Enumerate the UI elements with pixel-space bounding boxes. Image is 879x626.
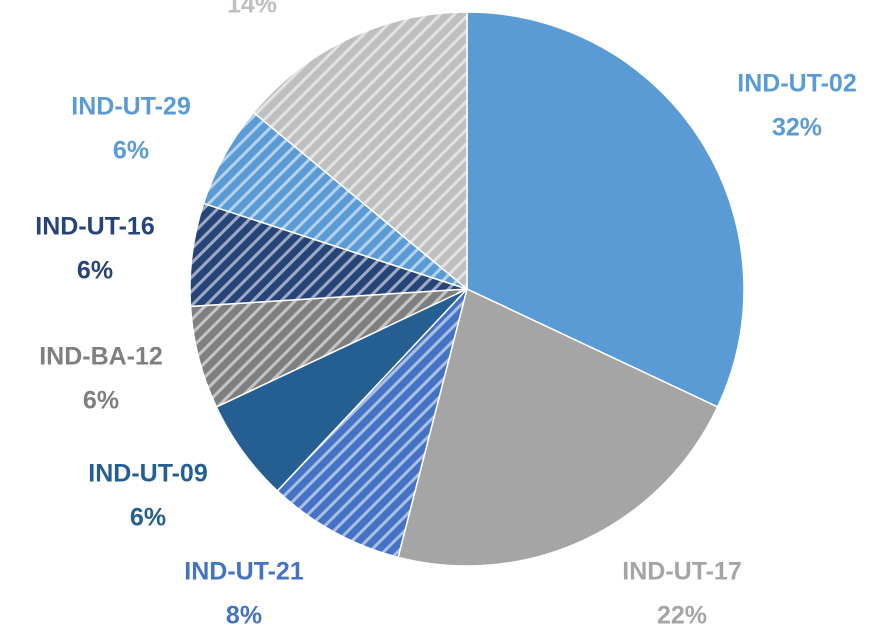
slice-value-label: 6% — [83, 387, 119, 415]
pie-slice — [276, 288, 468, 559]
pie-slice — [397, 287, 719, 567]
slice-label: IND-UT-16 — [35, 213, 154, 241]
pie-slice — [466, 11, 745, 408]
slice-label: IND-UT-02 — [737, 70, 856, 98]
slice-value-label: 6% — [77, 257, 113, 285]
slice-value-label: 8% — [226, 602, 262, 626]
slice-value-label: 6% — [130, 504, 166, 532]
slice-value-label: 14% — [227, 0, 277, 19]
slice-value-label: 22% — [657, 602, 707, 626]
slice-label: IND-UT-17 — [622, 558, 741, 586]
pie-slice — [252, 11, 468, 291]
slice-value-label: 6% — [113, 137, 149, 165]
slice-label: IND-UT-21 — [184, 558, 304, 586]
slice-label: IND-UT-09 — [88, 460, 207, 488]
slice-label: IND-BA-12 — [39, 343, 163, 371]
slice-label: IND-UT-29 — [71, 93, 190, 121]
slice-value-label: 32% — [772, 114, 822, 142]
